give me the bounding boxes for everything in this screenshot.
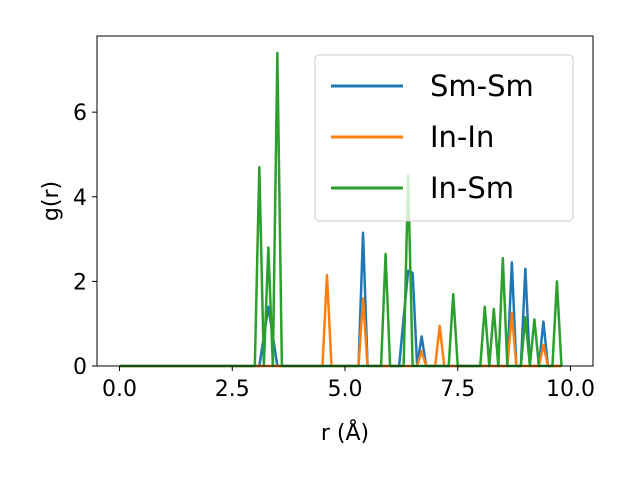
y-tick-label: 0 [73, 355, 87, 380]
y-tick-label: 6 [73, 101, 87, 126]
y-tick-label: 4 [73, 186, 87, 211]
legend: Sm-Sm In-In In-Sm [314, 54, 574, 222]
legend-label-in-sm: In-Sm [430, 171, 514, 205]
x-tick-label: 10.0 [546, 377, 595, 402]
legend-box [314, 54, 574, 222]
series-line-in-sm [119, 51, 563, 368]
y-tick-label: 2 [73, 270, 87, 295]
x-tick-label: 2.5 [215, 377, 250, 402]
y-axis-label: g(r) [39, 181, 64, 221]
legend-label-sm-sm: Sm-Sm [430, 69, 534, 103]
x-tick-label: 5.0 [328, 377, 363, 402]
y-axis: 0 2 4 6 [73, 101, 97, 380]
x-axis: 0.0 2.5 5.0 7.5 10.0 [102, 366, 595, 402]
x-axis-label: r (Å) [321, 419, 369, 446]
legend-entries: Sm-Sm In-In In-Sm [331, 69, 534, 205]
x-tick-label: 0.0 [102, 377, 137, 402]
legend-label-in-in: In-In [430, 120, 494, 154]
x-tick-label: 7.5 [440, 377, 475, 402]
